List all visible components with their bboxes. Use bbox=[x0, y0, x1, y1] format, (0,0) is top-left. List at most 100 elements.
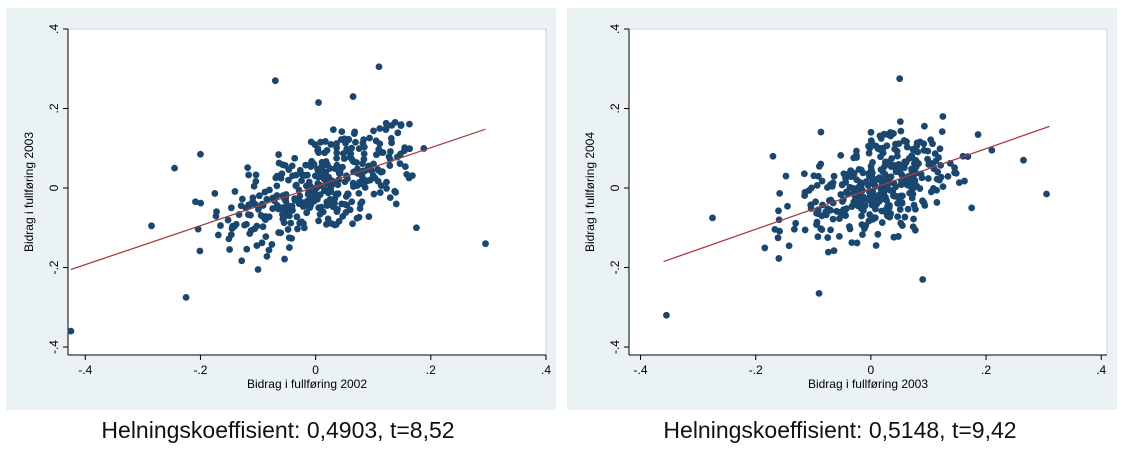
data-point bbox=[391, 187, 399, 195]
data-point bbox=[349, 93, 357, 100]
data-point bbox=[827, 226, 834, 234]
data-point bbox=[244, 164, 252, 172]
data-point bbox=[279, 215, 287, 223]
data-point bbox=[348, 156, 356, 164]
data-point bbox=[317, 138, 324, 146]
data-point bbox=[807, 201, 815, 209]
data-point bbox=[813, 181, 821, 189]
data-point bbox=[182, 293, 190, 301]
data-point bbox=[285, 176, 292, 184]
data-point bbox=[292, 171, 300, 179]
data-point bbox=[148, 222, 155, 230]
data-point bbox=[383, 178, 390, 186]
data-point bbox=[382, 124, 390, 132]
data-point bbox=[908, 167, 916, 175]
data-point bbox=[835, 232, 843, 240]
caption-left: Helningskoeffisient: 0,4903, t=8,52 bbox=[101, 417, 455, 443]
data-point bbox=[874, 230, 882, 238]
data-point bbox=[889, 188, 897, 195]
data-point bbox=[877, 146, 884, 154]
data-point bbox=[865, 149, 873, 157]
data-point bbox=[893, 152, 901, 160]
data-point bbox=[287, 219, 295, 227]
data-point bbox=[259, 223, 267, 231]
data-point bbox=[872, 242, 880, 249]
data-point bbox=[286, 212, 293, 220]
y-tick-label: .2 bbox=[608, 103, 622, 113]
data-point bbox=[327, 141, 335, 148]
data-point bbox=[896, 118, 904, 126]
data-point bbox=[295, 196, 303, 203]
data-point bbox=[355, 189, 363, 197]
data-point bbox=[387, 148, 394, 155]
data-point bbox=[383, 185, 390, 192]
y-tick-label: .4 bbox=[608, 24, 622, 34]
data-point bbox=[315, 192, 323, 200]
x-tick-label: .4 bbox=[1096, 363, 1106, 377]
data-point bbox=[376, 189, 384, 196]
data-point bbox=[224, 216, 232, 224]
data-point bbox=[346, 206, 354, 214]
data-point bbox=[866, 193, 874, 201]
data-point bbox=[238, 257, 246, 265]
data-point bbox=[1020, 156, 1027, 164]
data-point bbox=[344, 190, 352, 198]
data-point bbox=[932, 157, 940, 165]
data-point bbox=[374, 177, 382, 185]
scatter-plot-right: -.4 -.2 0 .2 .4 -.4 -.2 0 .2 .4 Bidrag i fullførin… bbox=[567, 8, 1117, 410]
data-point bbox=[262, 216, 269, 224]
data-point bbox=[226, 246, 234, 253]
data-point bbox=[663, 311, 670, 319]
data-point bbox=[927, 188, 935, 196]
data-point bbox=[322, 158, 330, 165]
data-point bbox=[273, 172, 281, 180]
data-point bbox=[850, 169, 858, 177]
x-axis-title: Bidrag i fullføring 2003 bbox=[808, 377, 928, 391]
data-point bbox=[250, 182, 258, 190]
data-point bbox=[871, 195, 879, 203]
data-point bbox=[298, 218, 306, 226]
x-tick-label: .4 bbox=[541, 363, 551, 377]
data-point bbox=[830, 172, 838, 180]
data-point bbox=[331, 221, 339, 229]
data-point bbox=[812, 198, 819, 206]
data-point bbox=[817, 160, 825, 168]
data-point bbox=[255, 192, 263, 200]
data-point bbox=[852, 198, 859, 206]
data-point bbox=[924, 147, 932, 155]
data-point bbox=[338, 128, 346, 136]
data-point bbox=[837, 151, 845, 159]
data-point bbox=[268, 241, 276, 248]
data-point bbox=[258, 239, 266, 247]
data-point bbox=[924, 175, 932, 182]
data-point bbox=[403, 170, 411, 178]
data-point bbox=[211, 190, 219, 197]
data-point bbox=[251, 225, 259, 233]
data-point bbox=[933, 175, 941, 183]
data-point bbox=[300, 224, 308, 232]
data-point bbox=[305, 191, 313, 199]
scatter-plot-right-svg: -.4 -.2 0 .2 .4 -.4 -.2 0 .2 .4 Bidrag i fullførin… bbox=[583, 24, 1108, 391]
data-point bbox=[961, 177, 968, 185]
data-point bbox=[231, 188, 239, 195]
data-point bbox=[895, 140, 903, 148]
data-point bbox=[785, 242, 793, 250]
data-point bbox=[771, 226, 779, 233]
data-point bbox=[349, 220, 356, 228]
data-point bbox=[257, 211, 265, 219]
data-point bbox=[974, 131, 982, 138]
data-point bbox=[920, 140, 928, 148]
data-point bbox=[356, 178, 363, 186]
data-point bbox=[318, 163, 326, 170]
data-point bbox=[897, 219, 905, 227]
data-point bbox=[837, 191, 845, 198]
data-point bbox=[824, 248, 832, 256]
data-point bbox=[320, 175, 328, 183]
data-point bbox=[308, 157, 316, 165]
data-point bbox=[245, 171, 253, 179]
data-point bbox=[853, 239, 861, 247]
data-point bbox=[709, 214, 716, 222]
data-point bbox=[252, 171, 260, 179]
data-point bbox=[846, 225, 854, 233]
y-tick-label: 0 bbox=[47, 184, 61, 191]
